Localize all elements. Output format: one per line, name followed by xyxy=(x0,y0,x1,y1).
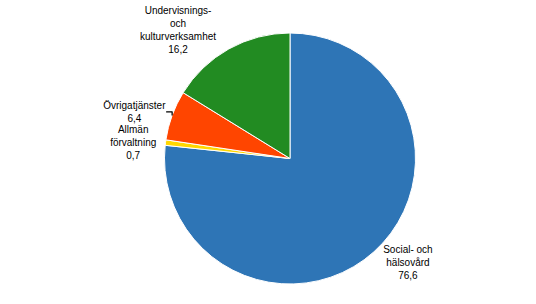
svg-text:Social- ochhälsovård76,6: Social- ochhälsovård76,6 xyxy=(383,244,432,281)
svg-text:Allmänförvaltning0,7: Allmänförvaltning0,7 xyxy=(110,124,156,161)
svg-text:Övrigatjänster6,4: Övrigatjänster6,4 xyxy=(103,100,166,124)
svg-text:Undervisnings-ochkulturverksam: Undervisnings-ochkulturverksamhet16,2 xyxy=(140,5,216,55)
